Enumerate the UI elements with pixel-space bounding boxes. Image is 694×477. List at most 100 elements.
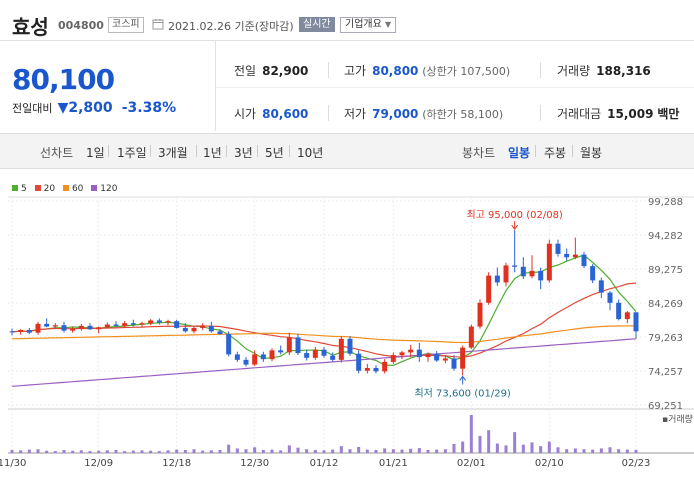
candle-body <box>148 320 154 324</box>
candle-body <box>182 327 188 332</box>
high-label: 고가 <box>344 64 367 78</box>
y-tick-label: 79,263 <box>648 333 683 344</box>
tab-line-1w[interactable]: 1주일 <box>117 146 147 160</box>
y-tick-label: 84,269 <box>648 299 683 310</box>
tab-line-1d[interactable]: 1일 <box>86 146 105 160</box>
tab-line-1y[interactable]: 1년 <box>203 146 222 160</box>
stock-name: 효성 <box>12 15 49 39</box>
volume-bar <box>556 447 560 453</box>
candle-body <box>399 352 405 356</box>
candle-body <box>581 254 587 267</box>
volume-label: ▪거래량 <box>662 413 693 425</box>
candle-body <box>347 338 353 354</box>
volume-bar <box>322 450 326 453</box>
candle-body <box>208 325 214 332</box>
candle-body <box>503 265 509 283</box>
candle-body <box>260 354 266 360</box>
high-value: 80,800 <box>372 64 419 78</box>
high-annotation: 최고 95,000 (02/08) <box>466 209 562 221</box>
volume-bar <box>487 430 491 453</box>
candle-body <box>529 270 535 277</box>
volume-bar <box>634 449 638 453</box>
candle-body <box>572 254 578 258</box>
volume-bar <box>140 450 144 453</box>
candle-body <box>382 361 388 372</box>
candle-body <box>295 337 301 354</box>
volume-bar <box>183 449 187 453</box>
legend-ma20: 20 <box>43 184 56 194</box>
candle-body <box>269 350 275 360</box>
tab-candle-weekly[interactable]: 주봉 <box>544 146 567 160</box>
candle-body <box>321 349 327 356</box>
ma20-line <box>11 282 637 358</box>
company-info-dropdown[interactable]: 기업개요 ▼ <box>340 17 397 33</box>
stock-code: 004800 <box>58 19 104 32</box>
candle-body <box>165 321 171 323</box>
divider <box>289 145 290 157</box>
candle-body <box>590 266 596 281</box>
volume-label: 거래량 <box>557 64 591 78</box>
base-date: 2021.02.26 기준(장마감) <box>168 20 294 33</box>
prev-close-label: 전일 <box>234 64 257 78</box>
legend-swatch-ma60 <box>62 185 69 191</box>
candle-body <box>304 353 310 358</box>
volume-bar <box>339 446 343 453</box>
realtime-button[interactable]: 실시간 <box>299 17 335 32</box>
amount-label: 거래대금 <box>557 107 602 121</box>
divider <box>572 145 573 157</box>
tab-line-5y[interactable]: 5년 <box>265 146 284 160</box>
candle-body <box>486 275 492 303</box>
candle-body <box>217 331 223 335</box>
volume-bar <box>235 448 239 453</box>
open-label: 시가 <box>234 107 257 121</box>
candle-body <box>364 367 370 371</box>
candle-body <box>468 326 474 348</box>
candle-body <box>61 325 67 331</box>
volume-bar <box>591 449 595 453</box>
candle-body <box>633 312 639 332</box>
volume-bar <box>426 449 430 453</box>
x-tick-label: 01/21 <box>379 458 408 469</box>
candle-body <box>9 331 15 333</box>
x-tick-label: 01/12 <box>310 458 339 469</box>
volume-bar <box>97 450 101 453</box>
y-tick-label: 89,275 <box>648 265 683 276</box>
volume-bar <box>79 450 83 453</box>
divider <box>257 145 258 157</box>
volume-bar <box>617 449 621 453</box>
volume-bar <box>530 442 534 453</box>
candle-body <box>442 358 448 361</box>
low-arrow-head <box>459 375 467 381</box>
volume-bar <box>88 451 92 453</box>
volume-bar <box>62 449 66 453</box>
volume-bar <box>10 449 14 453</box>
tab-line-3y[interactable]: 3년 <box>234 146 253 160</box>
candle-body <box>35 323 41 333</box>
volume-bar <box>357 446 361 453</box>
price-summary: 80,100 전일대비 ▼2,800 -3.38% <box>0 41 216 131</box>
x-tick-label: 02/01 <box>457 458 486 469</box>
tab-line-10y[interactable]: 10년 <box>297 146 324 160</box>
tab-candle-daily[interactable]: 일봉 <box>508 146 531 160</box>
volume-bar <box>452 443 456 453</box>
candle-body <box>130 323 136 325</box>
tab-candle-monthly[interactable]: 월봉 <box>580 146 603 160</box>
volume-bar <box>469 415 473 453</box>
volume-bar <box>573 448 577 453</box>
candle-body <box>512 265 518 267</box>
stock-candle-chart[interactable]: 99,288 94,282 89,275 84,269 79,263 74,257 69,2… <box>0 195 694 477</box>
volume-bar <box>261 449 265 453</box>
stats-divider <box>216 87 694 88</box>
volume-bar <box>157 451 161 453</box>
price-change: 전일대비 ▼2,800 -3.38% <box>12 97 176 116</box>
candle-body <box>191 327 197 332</box>
volume-value: 188,316 <box>596 64 651 78</box>
volume-bar <box>365 449 369 453</box>
volume-bar <box>348 449 352 453</box>
volume-bar <box>625 449 629 453</box>
x-tick-label: 12/18 <box>162 458 191 469</box>
line-chart-label: 선차트 <box>40 146 74 160</box>
candle-body <box>564 253 570 258</box>
tab-line-3m[interactable]: 3개월 <box>158 146 188 160</box>
x-tick-label: 11/30 <box>0 458 26 469</box>
